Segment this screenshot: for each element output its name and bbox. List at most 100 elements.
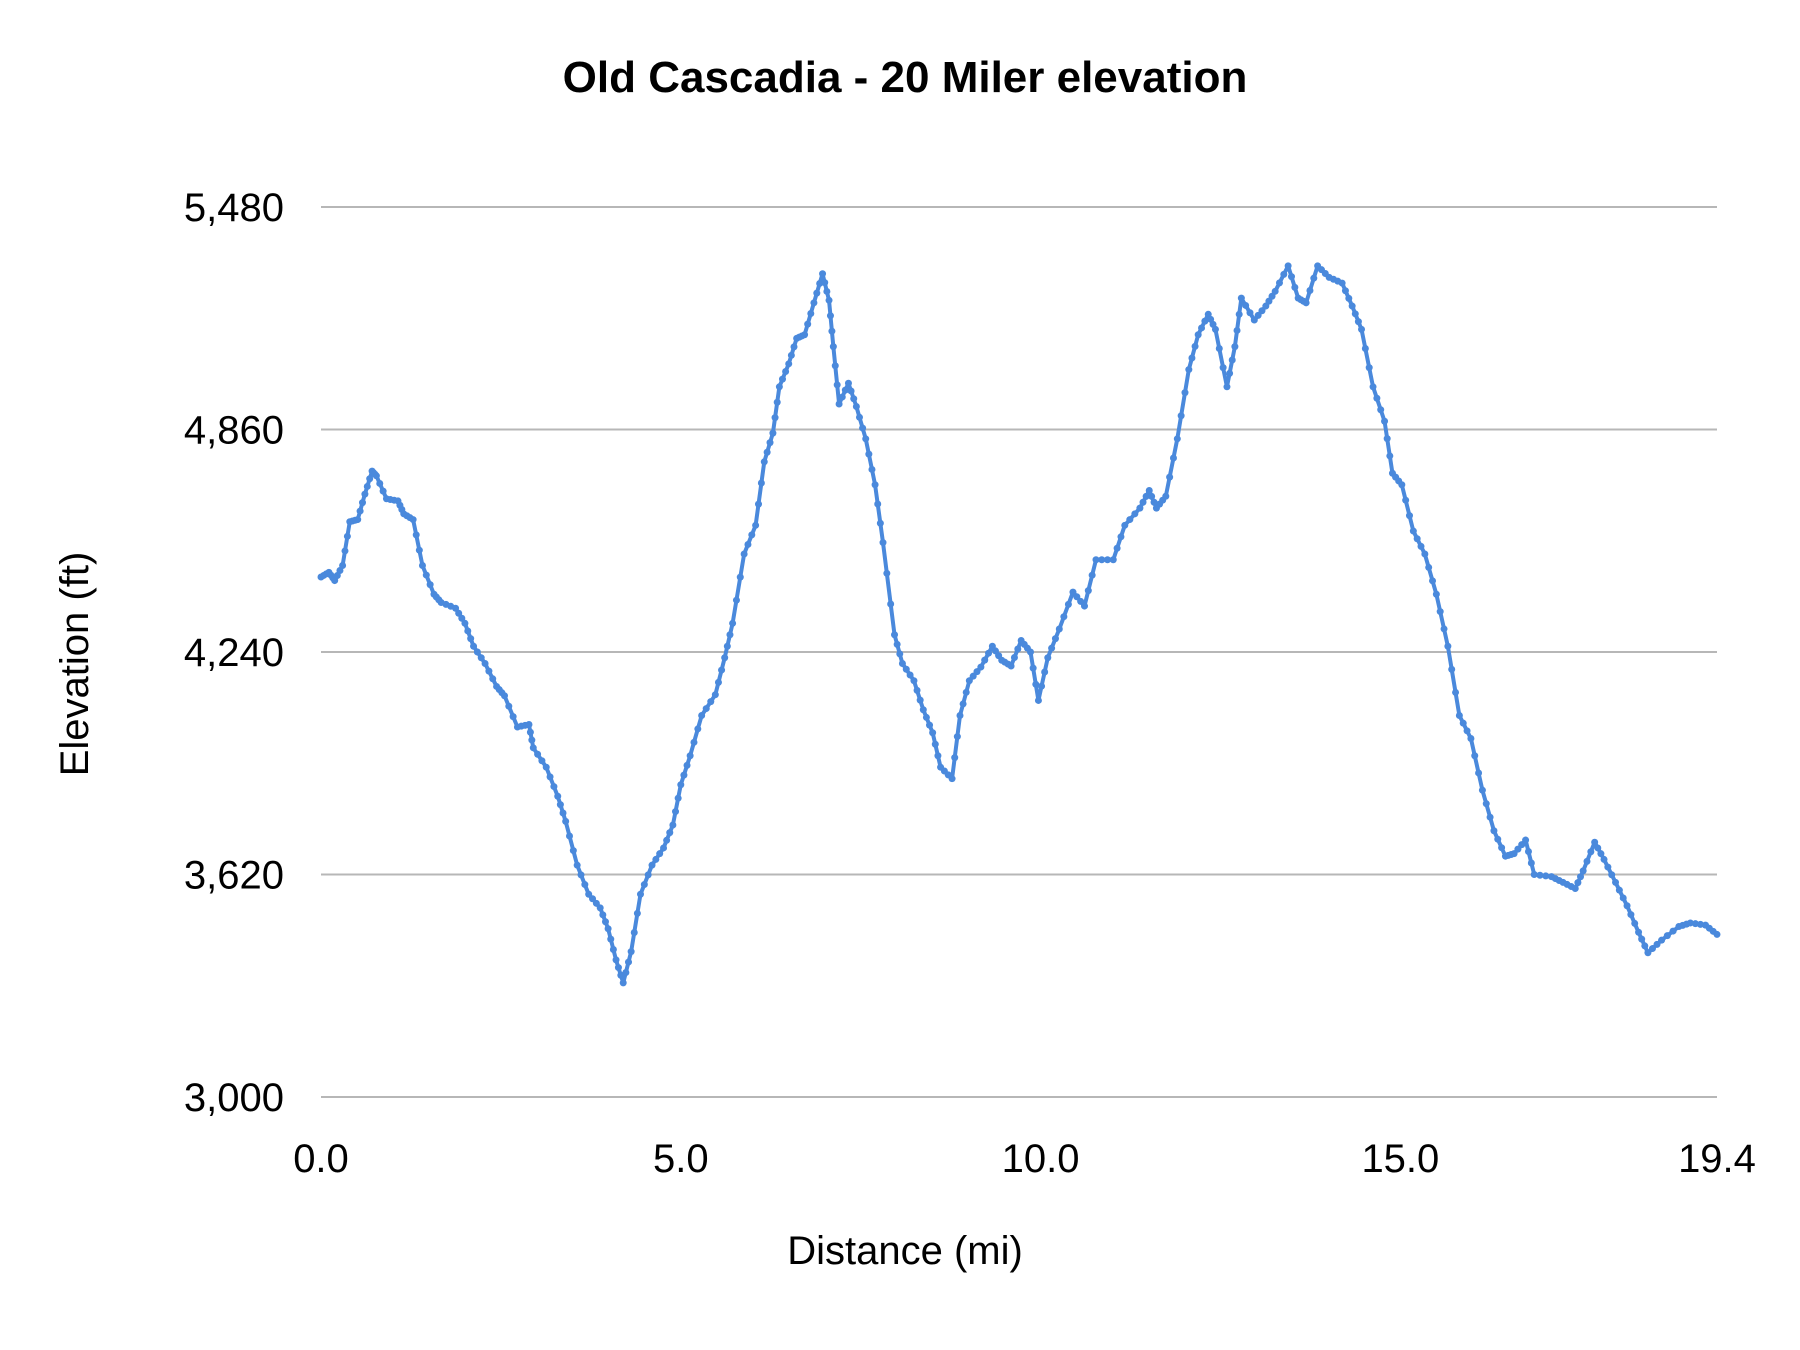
data-point (366, 475, 374, 483)
data-point (951, 754, 959, 762)
data-point (1644, 949, 1652, 957)
data-point (625, 958, 633, 966)
data-point (1136, 504, 1144, 512)
chart-title: Old Cascadia - 20 Miler elevation (563, 53, 1248, 102)
data-point (913, 686, 921, 694)
data-point (1051, 635, 1059, 643)
data-point (1142, 492, 1150, 500)
data-point (1574, 879, 1582, 887)
data-point (1302, 299, 1310, 307)
data-point (1117, 533, 1125, 541)
data-point (1615, 886, 1623, 894)
x-tick-label: 5.0 (653, 1137, 709, 1181)
data-point (1482, 800, 1490, 808)
data-point (826, 312, 834, 320)
data-point (556, 801, 564, 809)
data-point (690, 738, 698, 746)
data-point (1109, 556, 1117, 564)
data-point (1608, 871, 1616, 879)
data-point (418, 562, 426, 570)
data-point (825, 296, 833, 304)
data-point (1361, 345, 1369, 353)
data-point (1381, 417, 1389, 425)
data-point (879, 539, 887, 547)
data-point (525, 720, 533, 728)
data-point (607, 935, 615, 943)
data-point (1291, 283, 1299, 291)
data-point (763, 448, 771, 456)
data-point (1126, 516, 1134, 524)
data-point (1402, 496, 1410, 504)
data-point (1233, 326, 1241, 334)
data-point (1623, 902, 1631, 910)
data-point (1080, 602, 1088, 610)
data-point (823, 287, 831, 295)
data-point (1571, 884, 1579, 892)
data-point (1490, 827, 1498, 835)
data-point (1486, 813, 1494, 821)
data-point (1377, 406, 1385, 414)
data-point (953, 733, 961, 741)
data-point (1638, 935, 1646, 943)
data-point (609, 946, 617, 954)
data-point (683, 761, 691, 769)
data-point (844, 379, 852, 387)
data-point (1048, 644, 1056, 652)
data-point (412, 531, 420, 539)
data-point (467, 635, 475, 643)
data-point (1524, 848, 1532, 856)
data-point (622, 968, 630, 976)
data-point (1166, 473, 1174, 481)
data-point (1494, 835, 1502, 843)
data-point (1044, 654, 1052, 662)
data-point (807, 309, 815, 317)
y-axis-ticks: 3,000 3,620 4,240 4,860 5,480 (184, 186, 284, 1120)
data-point (1084, 587, 1092, 595)
data-point (729, 619, 737, 627)
data-point (1658, 936, 1666, 944)
data-point (910, 677, 918, 685)
data-point (1188, 354, 1196, 362)
data-point (804, 320, 812, 328)
data-point (1612, 878, 1620, 886)
data-point (619, 979, 627, 987)
data-point (926, 721, 934, 729)
data-point (1663, 932, 1671, 940)
data-point (847, 387, 855, 395)
data-point (542, 763, 550, 771)
data-point (1034, 696, 1042, 704)
data-point (977, 663, 985, 671)
data-point (1284, 262, 1292, 270)
data-point (505, 702, 513, 710)
data-point (470, 642, 478, 650)
data-point (1365, 364, 1373, 372)
data-point (666, 829, 674, 837)
data-point (1354, 318, 1362, 326)
data-point (1027, 648, 1035, 656)
data-point (1254, 311, 1262, 319)
data-point (1619, 894, 1627, 902)
data-point (723, 642, 731, 650)
data-point (698, 712, 706, 720)
data-point (1373, 394, 1381, 402)
data-point (599, 911, 607, 919)
data-point (379, 487, 387, 495)
data-point (1591, 838, 1599, 846)
data-point (766, 439, 774, 447)
data-point (874, 500, 882, 508)
data-point (633, 909, 641, 917)
data-point (1579, 867, 1587, 875)
data-point (415, 546, 423, 554)
data-point (1014, 645, 1022, 653)
data-point (829, 343, 837, 351)
data-point (473, 648, 481, 656)
data-point (363, 482, 371, 490)
x-tick-label: 10.0 (1002, 1137, 1080, 1181)
data-point (787, 351, 795, 359)
data-point (1215, 345, 1223, 353)
data-point (1425, 563, 1433, 571)
data-point (376, 479, 384, 487)
data-point (630, 929, 638, 937)
data-point (481, 659, 489, 667)
data-point (1383, 435, 1391, 443)
